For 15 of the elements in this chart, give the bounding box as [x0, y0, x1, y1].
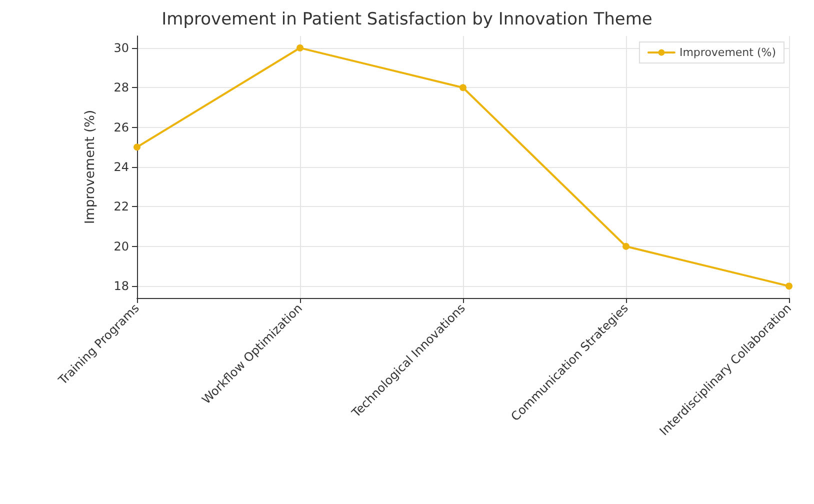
point [134, 144, 140, 151]
point [622, 242, 630, 250]
y-tick-label: 26 [114, 120, 129, 134]
y-tick-label: 18 [114, 279, 129, 294]
legend-label: Improvement (%) [679, 46, 776, 59]
y-tick-label: 20 [114, 239, 129, 254]
point [460, 84, 466, 92]
y-tick-label: 24 [114, 160, 129, 174]
chart-title: Improvement in Patient Satisfaction by Innovation Theme [162, 10, 652, 30]
y-tick-label: 30 [114, 40, 129, 55]
point [296, 44, 304, 52]
y-tick-label: 22 [114, 200, 129, 214]
y-tick-label: 28 [114, 80, 129, 95]
point [786, 282, 792, 290]
y-axis-title: Improvement (%) [83, 110, 98, 224]
